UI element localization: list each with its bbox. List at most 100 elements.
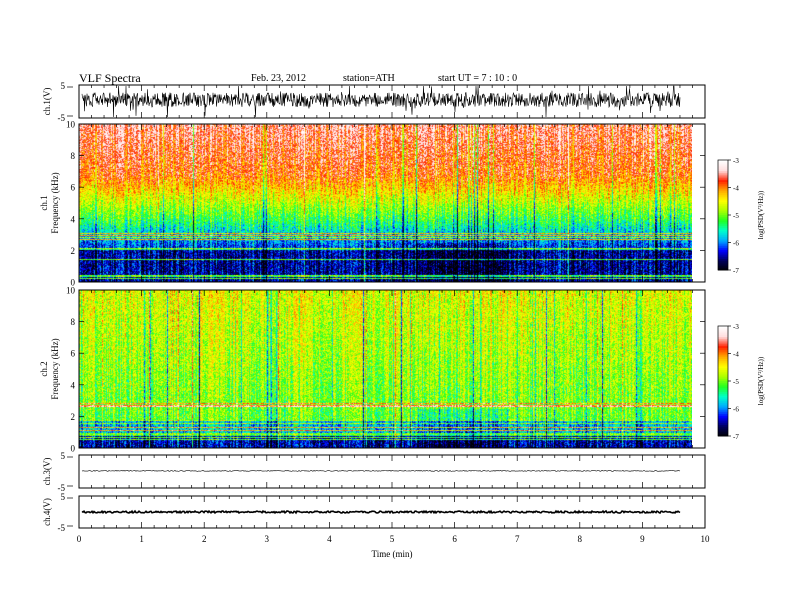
colorbar-cell (718, 425, 728, 428)
x-axis-label: Time (min) (372, 549, 413, 559)
colorbar-cell (718, 198, 728, 201)
x-tick-label: 8 (578, 534, 583, 544)
colorbar-cell (718, 213, 728, 216)
y-tick-label: 10 (66, 120, 76, 130)
colorbar-cell (718, 169, 728, 172)
y-tick-label: 10 (66, 286, 76, 296)
colorbar-cell (718, 326, 728, 329)
colorbar-cell (718, 229, 728, 232)
colorbar-cell (718, 227, 728, 231)
station-label: station=ATH (343, 73, 395, 84)
channel-label: ch.1(V) (42, 88, 52, 116)
colorbar-tick-label: -7 (733, 433, 739, 441)
y-tick-label: 2 (71, 412, 76, 422)
colorbar-cell (718, 165, 728, 168)
colorbar-cell (718, 167, 728, 170)
colorbar-cell (718, 408, 728, 411)
x-tick-label: 5 (390, 534, 395, 544)
colorbar-tick-label: -3 (733, 323, 739, 331)
channel-label: ch.1 (39, 195, 49, 210)
x-tick-label: 3 (265, 534, 270, 544)
channel-label: ch.2 (39, 361, 49, 376)
channel-label: ch.4(V) (42, 498, 52, 526)
trace-ch3_waveform (81, 470, 681, 472)
colorbar-cell (718, 187, 728, 190)
colorbar-cell (718, 204, 728, 207)
colorbar-cell (718, 253, 728, 256)
colorbar-cell (718, 327, 728, 331)
colorbar-cell (718, 414, 728, 417)
y-tick-label: 0 (71, 444, 76, 454)
trace-ch4_waveform (81, 509, 681, 515)
colorbar-cell (718, 255, 728, 258)
colorbar-cell (718, 353, 728, 356)
start-time-label: start UT = 7 : 10 : 0 (438, 73, 518, 84)
colorbar-cell (718, 357, 728, 360)
colorbar-cell (718, 224, 728, 227)
colorbar-cell (718, 370, 728, 373)
y-tick-label: -5 (58, 523, 66, 533)
trace-ch1_waveform (81, 85, 681, 118)
figure-title: VLF Spectra (79, 71, 141, 85)
colorbar-cell (718, 359, 728, 362)
y-tick-label: 6 (71, 349, 76, 359)
colorbar-cell (718, 399, 728, 402)
colorbar-cell (718, 342, 728, 345)
x-tick-label: 2 (202, 534, 207, 544)
colorbar-cell (718, 215, 728, 218)
colorbar-label: log(PSD(V²/Hz)) (757, 190, 765, 239)
colorbar-cell (718, 262, 728, 265)
colorbar-cell (718, 395, 728, 398)
colorbar-cell (718, 397, 728, 400)
y-axis-label: Frequency (kHz) (50, 338, 60, 399)
x-tick-label: 0 (77, 534, 82, 544)
colorbar-cell (718, 209, 728, 212)
colorbar-cell (718, 235, 728, 238)
y-tick-label: 4 (71, 214, 76, 224)
colorbar-cell (718, 260, 728, 264)
colorbar-cell (718, 259, 728, 262)
colorbar-cell (718, 160, 728, 163)
colorbar-cell (718, 220, 728, 223)
colorbar-cell (718, 421, 728, 424)
y-tick-label: 5 (61, 492, 66, 502)
colorbar-cell (718, 185, 728, 188)
colorbar-cell (718, 379, 728, 382)
colorbar-cell (718, 196, 728, 199)
colorbar-cell (718, 430, 728, 433)
y-tick-label: 5 (61, 451, 66, 461)
colorbar-cell (718, 240, 728, 243)
colorbar-cell (718, 238, 728, 242)
colorbar-cell (718, 360, 728, 364)
colorbar-cell (718, 384, 728, 387)
colorbar-cell (718, 335, 728, 338)
colorbar-cell (718, 403, 728, 406)
y-tick-label: 8 (71, 151, 76, 161)
colorbar-cell (718, 349, 728, 353)
colorbar-cell (718, 417, 728, 420)
y-tick-label: 2 (71, 246, 76, 256)
colorbar-cell (718, 373, 728, 376)
colorbar-cell (718, 202, 728, 205)
colorbar-cell (718, 348, 728, 351)
colorbar-cell (718, 333, 728, 336)
colorbar-cell (718, 401, 728, 404)
colorbar-tick-label: -6 (733, 406, 739, 414)
colorbar-cell (718, 172, 728, 176)
colorbar-cell (718, 406, 728, 409)
ch1-spectrogram (79, 124, 692, 282)
colorbar-cell (718, 423, 728, 426)
colorbar-cell (718, 428, 728, 431)
colorbar-cell (718, 251, 728, 254)
colorbar-cell (718, 200, 728, 203)
colorbar-cell (718, 338, 728, 342)
colorbar-cell (718, 191, 728, 194)
colorbar-cell (718, 244, 728, 247)
colorbar-cell (718, 207, 728, 210)
colorbar-cell (718, 242, 728, 245)
colorbar-cell (718, 178, 728, 181)
colorbar-cell (718, 375, 728, 378)
colorbar-cell (718, 189, 728, 192)
colorbar-cell (718, 174, 728, 177)
